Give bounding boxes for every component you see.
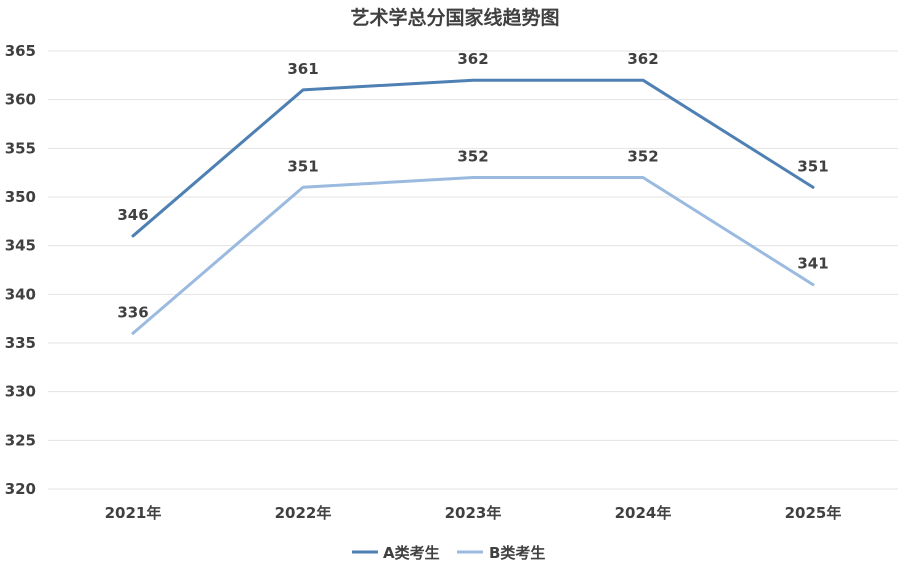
y-tick-label: 325 [5, 431, 36, 449]
chart-title: 艺术学总分国家线趋势图 [350, 6, 559, 29]
y-tick-label: 320 [5, 480, 36, 498]
legend: A类考生 B类考生 [352, 544, 545, 562]
data-label: 362 [457, 50, 488, 68]
y-tick-label: 335 [5, 334, 36, 352]
x-tick-label: 2025年 [785, 504, 842, 522]
x-tick-label: 2021年 [105, 504, 162, 522]
x-tick-label: 2022年 [275, 504, 332, 522]
y-tick-label: 365 [5, 42, 36, 60]
x-axis-ticks: 2021年 2022年 2023年 2024年 2025年 [105, 504, 842, 522]
y-tick-label: 355 [5, 139, 36, 157]
data-label: 352 [457, 148, 488, 166]
data-labels: 346 361 362 362 351 336 351 352 352 341 [117, 50, 828, 321]
series-lines [131, 78, 815, 335]
y-tick-label: 345 [5, 237, 36, 255]
data-label: 352 [627, 148, 658, 166]
y-tick-label: 360 [5, 91, 36, 109]
data-label: 341 [797, 255, 828, 273]
x-tick-label: 2024年 [615, 504, 672, 522]
y-tick-label: 340 [5, 285, 36, 303]
data-label: 351 [287, 157, 318, 175]
legend-label: B类考生 [489, 544, 545, 562]
data-label: 351 [797, 157, 828, 175]
x-tick-label: 2023年 [445, 504, 502, 522]
data-label: 336 [117, 303, 148, 321]
series-line-a [131, 78, 815, 238]
y-axis-ticks: 320 325 330 335 340 345 350 355 360 365 [5, 42, 36, 498]
data-label: 362 [627, 50, 658, 68]
legend-label: A类考生 [383, 544, 440, 562]
y-tick-label: 350 [5, 188, 36, 206]
data-label: 346 [117, 206, 148, 224]
gridlines [48, 50, 898, 490]
y-tick-label: 330 [5, 383, 36, 401]
series-line-b [131, 176, 815, 335]
data-label: 361 [287, 60, 318, 78]
